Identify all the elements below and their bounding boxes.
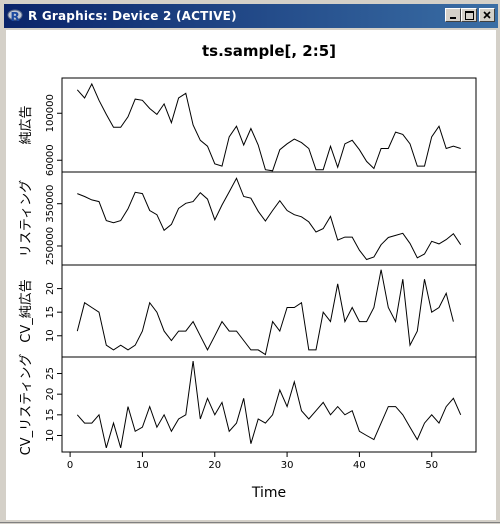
chart-svg: ts.sample[, 2:5] Time 60000 100000 純広告 2500… [19,42,477,501]
panel-frame [61,77,477,173]
x-tick-label: 20 [208,460,221,471]
y-tick-label: 10 [45,429,56,442]
svg-text:R: R [11,10,20,24]
x-tick-label: 10 [136,460,149,471]
y-tick-label: 100000 [45,94,56,132]
close-icon[interactable] [479,8,495,22]
minimize-icon[interactable] [445,8,461,22]
y-tick-label: 15 [45,408,56,421]
x-tick-label: 0 [67,460,73,471]
y-tick-label: 10 [45,329,56,342]
y-tick-label: 25 [45,367,56,380]
y-tick-label: 350000 [45,185,56,223]
chart-title: ts.sample[, 2:5] [202,42,336,60]
x-axis-label: Time [251,485,286,501]
title-bar[interactable]: R R Graphics: Device 2 (ACTIVE) [4,4,498,28]
series-line [76,361,462,449]
window-title: R Graphics: Device 2 (ACTIVE) [28,9,237,23]
series-label: リスティング [19,180,34,257]
plot-canvas: ts.sample[, 2:5] Time 60000 100000 純広告 2500… [6,30,496,520]
maximize-icon[interactable] [461,8,477,22]
y-tick-label: 250000 [45,227,56,265]
x-tick-label: 40 [353,460,366,471]
series-label: CV_純広告 [19,279,34,342]
panel-frame [61,264,477,358]
series-line [76,269,454,356]
y-tick-label: 15 [45,306,56,319]
series-label: 純広告 [19,105,34,144]
series-line [76,82,461,172]
y-tick-label: 20 [45,282,56,295]
x-tick-label: 50 [425,460,438,471]
series-label: CV_リスティング [19,354,34,456]
x-tick-label: 30 [281,460,294,471]
r-logo-icon[interactable]: R [7,8,23,24]
y-tick-label: 20 [45,388,56,401]
y-tick-label: 60000 [45,144,56,176]
series-line [77,177,462,261]
panel-frame [61,356,477,453]
